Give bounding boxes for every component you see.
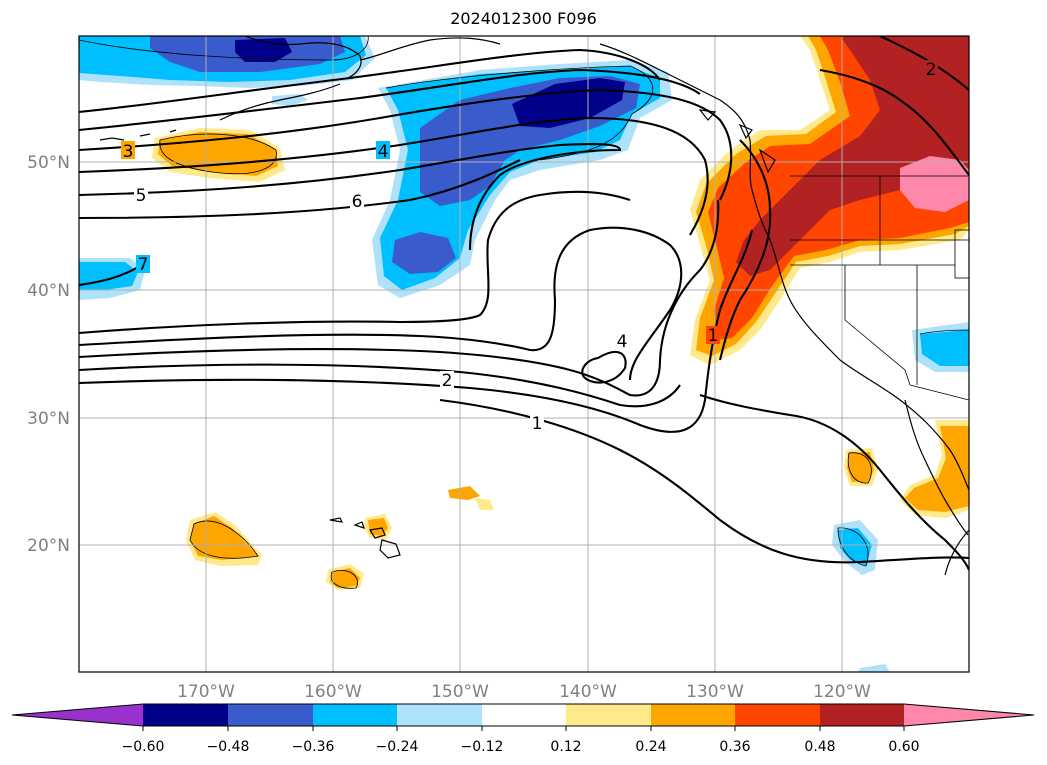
map-frame <box>78 35 970 673</box>
contour-label: 3 <box>123 142 134 162</box>
lon-label: 140°W <box>559 682 617 702</box>
graticule <box>79 36 969 672</box>
colorbar-tick-label: 0.48 <box>804 739 835 755</box>
contour-label: 2 <box>926 60 937 80</box>
contour-label: 1 <box>708 326 719 346</box>
lon-label: 160°W <box>304 682 362 702</box>
contour-label-group: 3 4 5 6 7 2 1 4 1 2 <box>121 60 938 434</box>
colorbar-tick-label: −0.36 <box>292 739 335 755</box>
colorbar-tick-label: −0.48 <box>207 739 250 755</box>
lat-label: 50°N <box>27 153 70 173</box>
colorbar-bin <box>651 704 735 726</box>
colorbar-tick-label: 0.60 <box>888 739 919 755</box>
state-borders <box>790 175 969 401</box>
lat-label: 20°N <box>27 536 70 556</box>
colorbar-tick-label: 0.12 <box>550 739 581 755</box>
colorbar-tick-label: −0.24 <box>376 739 419 755</box>
negative-anomaly-fill <box>79 36 969 672</box>
contour-label: 4 <box>378 142 389 162</box>
contour-label: 6 <box>352 192 363 212</box>
colorbar-bin <box>820 704 904 726</box>
colorbar-tick-label: 0.36 <box>719 739 750 755</box>
lon-label: 170°W <box>177 682 235 702</box>
contour-label: 4 <box>617 332 628 352</box>
colorbar-underflow-triangle <box>12 704 143 726</box>
colorbar: −0.60 −0.48 −0.36 −0.24 −0.12 0.12 0.24 … <box>11 703 1035 755</box>
lon-label: 150°W <box>431 682 489 702</box>
colorbar-bin <box>313 704 397 726</box>
contour-label: 1 <box>532 414 543 434</box>
colorbar-bin <box>397 704 482 726</box>
lat-label: 40°N <box>27 281 70 301</box>
lat-label: 30°N <box>27 409 70 429</box>
contour-label: 2 <box>442 371 453 391</box>
colorbar-bin <box>228 704 313 726</box>
contour-label: 5 <box>136 186 147 206</box>
map-title: 2024012300 F096 <box>450 9 597 28</box>
longitude-labels: 170°W 160°W 150°W 140°W 130°W 120°W <box>177 682 871 702</box>
colorbar-bin <box>482 704 566 726</box>
lon-label: 120°W <box>813 682 871 702</box>
colorbar-bin <box>735 704 820 726</box>
contour-label: 7 <box>138 255 149 275</box>
colorbar-tick-label: 0.24 <box>635 739 666 755</box>
colorbar-tick-label: −0.60 <box>122 739 165 755</box>
latitude-labels: 50°N 40°N 30°N 20°N <box>27 153 70 556</box>
colorbar-bin <box>566 704 651 726</box>
colorbar-tick-label: −0.12 <box>461 739 504 755</box>
lon-label: 130°W <box>686 682 744 702</box>
colorbar-bin <box>143 704 228 726</box>
colorbar-overflow-triangle <box>904 704 1034 726</box>
